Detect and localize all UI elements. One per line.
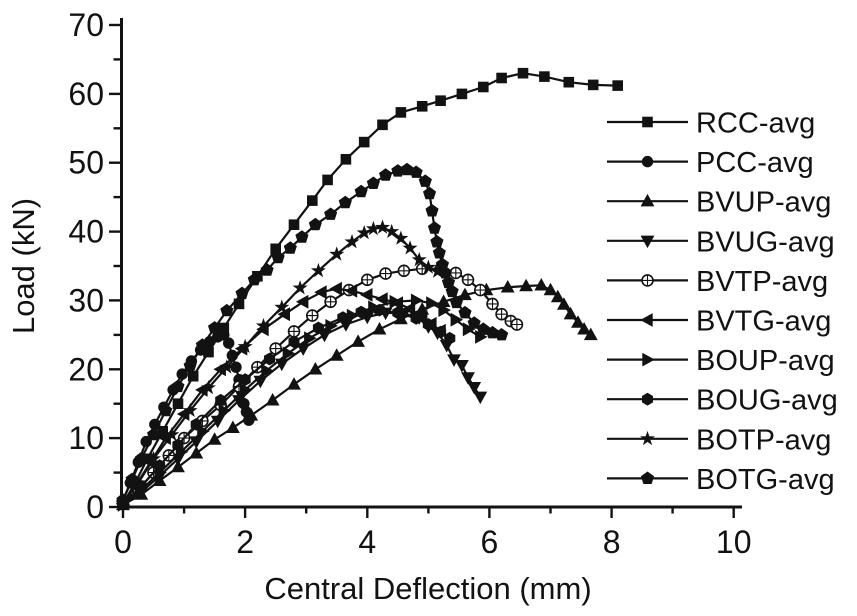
y-tick-label: 50 [68,145,104,181]
legend-label: BOUP-avg [696,345,835,377]
legend-marker-triangle-left [640,313,653,327]
legend-marker-hexagon [642,392,653,406]
series-BOTG-avg [116,162,509,506]
legend-marker-triangle-right [642,352,655,367]
legend-label: BVUG-avg [696,226,835,258]
legend-marker-triangle-up [640,193,655,207]
legend: RCC-avg PCC-avg BVUP-avg BVUG-avg BVTP-avg BV… [607,108,838,496]
series-markers-RCC-avg [117,67,623,509]
legend-item-PCC-avg: PCC-avg [607,147,814,179]
legend-item-BVTP-avg: BVTP-avg [607,266,828,298]
series-markers-BOUP-avg [117,293,488,512]
x-tick-label: 0 [114,524,132,560]
y-tick-label: 0 [86,489,104,525]
series-line-RCC-avg [122,72,618,505]
x-tick-label: 4 [358,524,376,560]
series-markers-BVUP-avg [116,278,598,511]
x-tick-labels: 0 2 4 6 8 10 [114,524,751,560]
series-markers-BOTG-avg [116,162,509,506]
legend-label: BOUG-avg [696,385,838,417]
x-tick-label: 8 [603,524,621,560]
legend-label: PCC-avg [696,147,814,179]
y-tick-label: 60 [68,76,104,112]
legend-item-RCC-avg: RCC-avg [607,108,815,140]
axes [118,18,742,509]
y-tick-label: 30 [68,282,104,318]
y-tick-label: 70 [68,7,104,43]
legend-marker-pentagon [640,471,655,484]
legend-label: BOTG-avg [696,464,835,496]
legend-item-BOTP-avg: BOTP-avg [607,424,831,456]
legend-item-BOTG-avg: BOTG-avg [607,464,835,496]
legend-item-BVTG-avg: BVTG-avg [607,306,831,338]
legend-marker-circle-plus [641,274,654,287]
legend-marker-square [642,116,653,128]
y-axis-title: Load (kN) [6,198,41,334]
y-tick-labels: 0 10 20 30 40 50 60 70 [68,7,104,525]
x-tick-label: 2 [236,524,254,560]
legend-item-BVUG-avg: BVUG-avg [607,226,835,258]
legend-item-BVUP-avg: BVUP-avg [607,187,831,219]
legend-label: BVUP-avg [696,187,831,219]
x-tick-label: 6 [481,524,499,560]
y-tick-label: 10 [68,420,104,456]
x-tick-label: 10 [716,524,752,560]
x-axis-title: Central Deflection (mm) [264,571,591,606]
series-BVUP-avg [116,278,598,511]
legend-marker-triangle-down [640,235,655,249]
series-BOUP-avg [117,293,488,512]
y-tick-label: 20 [68,351,104,387]
legend-label: BVTP-avg [696,266,828,298]
legend-marker-circle [641,155,654,168]
legend-label: BOTP-avg [696,424,831,456]
legend-label: BVTG-avg [696,306,831,338]
y-tick-label: 40 [68,214,104,250]
series-RCC-avg [117,67,623,509]
legend-item-BOUG-avg: BOUG-avg [607,385,838,417]
legend-label: RCC-avg [696,108,815,140]
legend-item-BOUP-avg: BOUP-avg [607,345,835,377]
legend-marker-star [640,430,655,446]
